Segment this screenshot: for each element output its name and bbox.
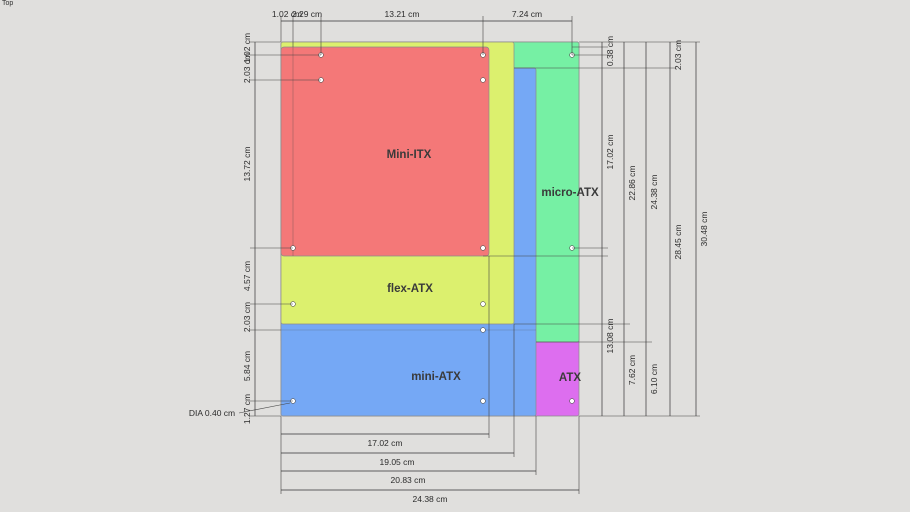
- mounting-hole: [480, 327, 486, 333]
- mounting-hole: [480, 77, 486, 83]
- dim-bottom-3: 20.83 cm: [391, 475, 426, 485]
- dim-left-6: 5.84 cm: [242, 351, 252, 381]
- mounting-hole: [480, 245, 486, 251]
- dim-right-a3: 13.08 cm: [605, 319, 615, 354]
- mini-itx-label: Mini-ITX: [387, 149, 432, 161]
- bottom-dimensions: 17.02 cm 19.05 cm 20.83 cm 24.38 cm: [280, 256, 580, 504]
- dim-right-e1: 30.48 cm: [699, 212, 709, 247]
- dim-left-2: 2.03 cm: [242, 53, 252, 83]
- mounting-hole: [569, 398, 575, 404]
- dim-right-b1: 22.86 cm: [627, 166, 637, 201]
- mini-atx-label: mini-ATX: [411, 371, 461, 383]
- dim-right-c2: 6.10 cm: [649, 364, 659, 394]
- atx-label: ATX: [559, 372, 581, 384]
- dim-hole-diameter: DIA 0.40 cm: [189, 408, 235, 418]
- dim-top-1: 1.02 cm: [272, 9, 302, 19]
- mounting-hole: [480, 398, 486, 404]
- top-dimensions: 1.02 cm 2.29 cm 13.21 cm 7.24 cm: [272, 9, 573, 55]
- flex-atx-label: flex-ATX: [387, 283, 433, 295]
- dim-right-d1: 2.03 cm: [673, 40, 683, 70]
- mounting-hole: [480, 301, 486, 307]
- left-dimensions: 1.02 cm 2.03 cm 13.72 cm 4.57 cm 2.03 cm…: [189, 33, 321, 424]
- dim-bottom-1: 17.02 cm: [368, 438, 403, 448]
- dim-left-3: 13.72 cm: [242, 147, 252, 182]
- dim-top-3: 13.21 cm: [385, 9, 420, 19]
- dim-left-4: 4.57 cm: [242, 261, 252, 291]
- view-label: Top: [2, 0, 14, 7]
- dim-top-4: 7.24 cm: [512, 9, 542, 19]
- dim-bottom-2: 19.05 cm: [380, 457, 415, 467]
- dim-bottom-4: 24.38 cm: [413, 494, 448, 504]
- dim-right-b2: 7.62 cm: [627, 355, 637, 385]
- right-dimensions: 0.38 cm 17.02 cm 13.08 cm 22.86 cm 7.62 …: [483, 36, 709, 417]
- dim-left-5: 2.03 cm: [242, 302, 252, 332]
- dim-left-7: 1.27 cm: [242, 394, 252, 424]
- dim-right-a2: 17.02 cm: [605, 135, 615, 170]
- dim-right-a1: 0.38 cm: [605, 36, 615, 66]
- dim-right-c1: 24.38 cm: [649, 175, 659, 210]
- dim-right-d2: 28.45 cm: [673, 225, 683, 260]
- micro-atx-label: micro-ATX: [541, 187, 599, 199]
- dim-left-1: 1.02 cm: [242, 33, 252, 63]
- mini-itx-board: [280, 46, 490, 257]
- dim-top-2: 2.29 cm: [292, 9, 322, 19]
